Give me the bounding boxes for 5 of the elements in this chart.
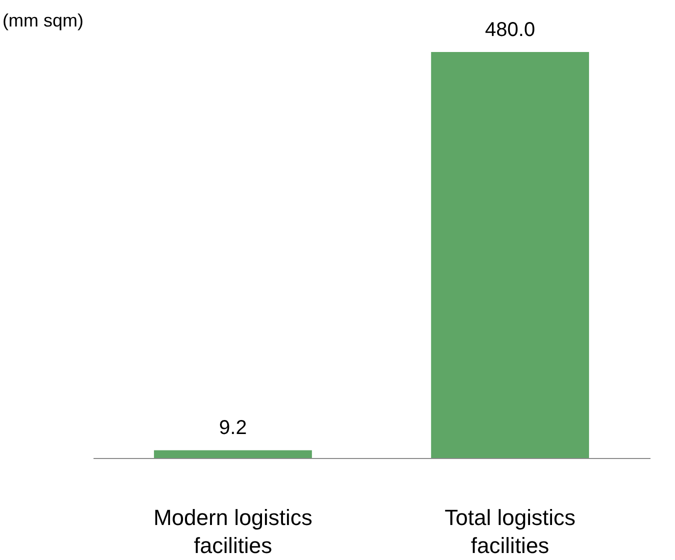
data-label: 9.2 bbox=[219, 417, 247, 440]
x-tick-label: Modern logistics facilities bbox=[153, 505, 312, 558]
data-label: 480.0 bbox=[485, 19, 536, 41]
x-tick-label: Total logistics facilities bbox=[444, 505, 576, 558]
y-axis-title: (mm sqm) bbox=[2, 10, 84, 30]
